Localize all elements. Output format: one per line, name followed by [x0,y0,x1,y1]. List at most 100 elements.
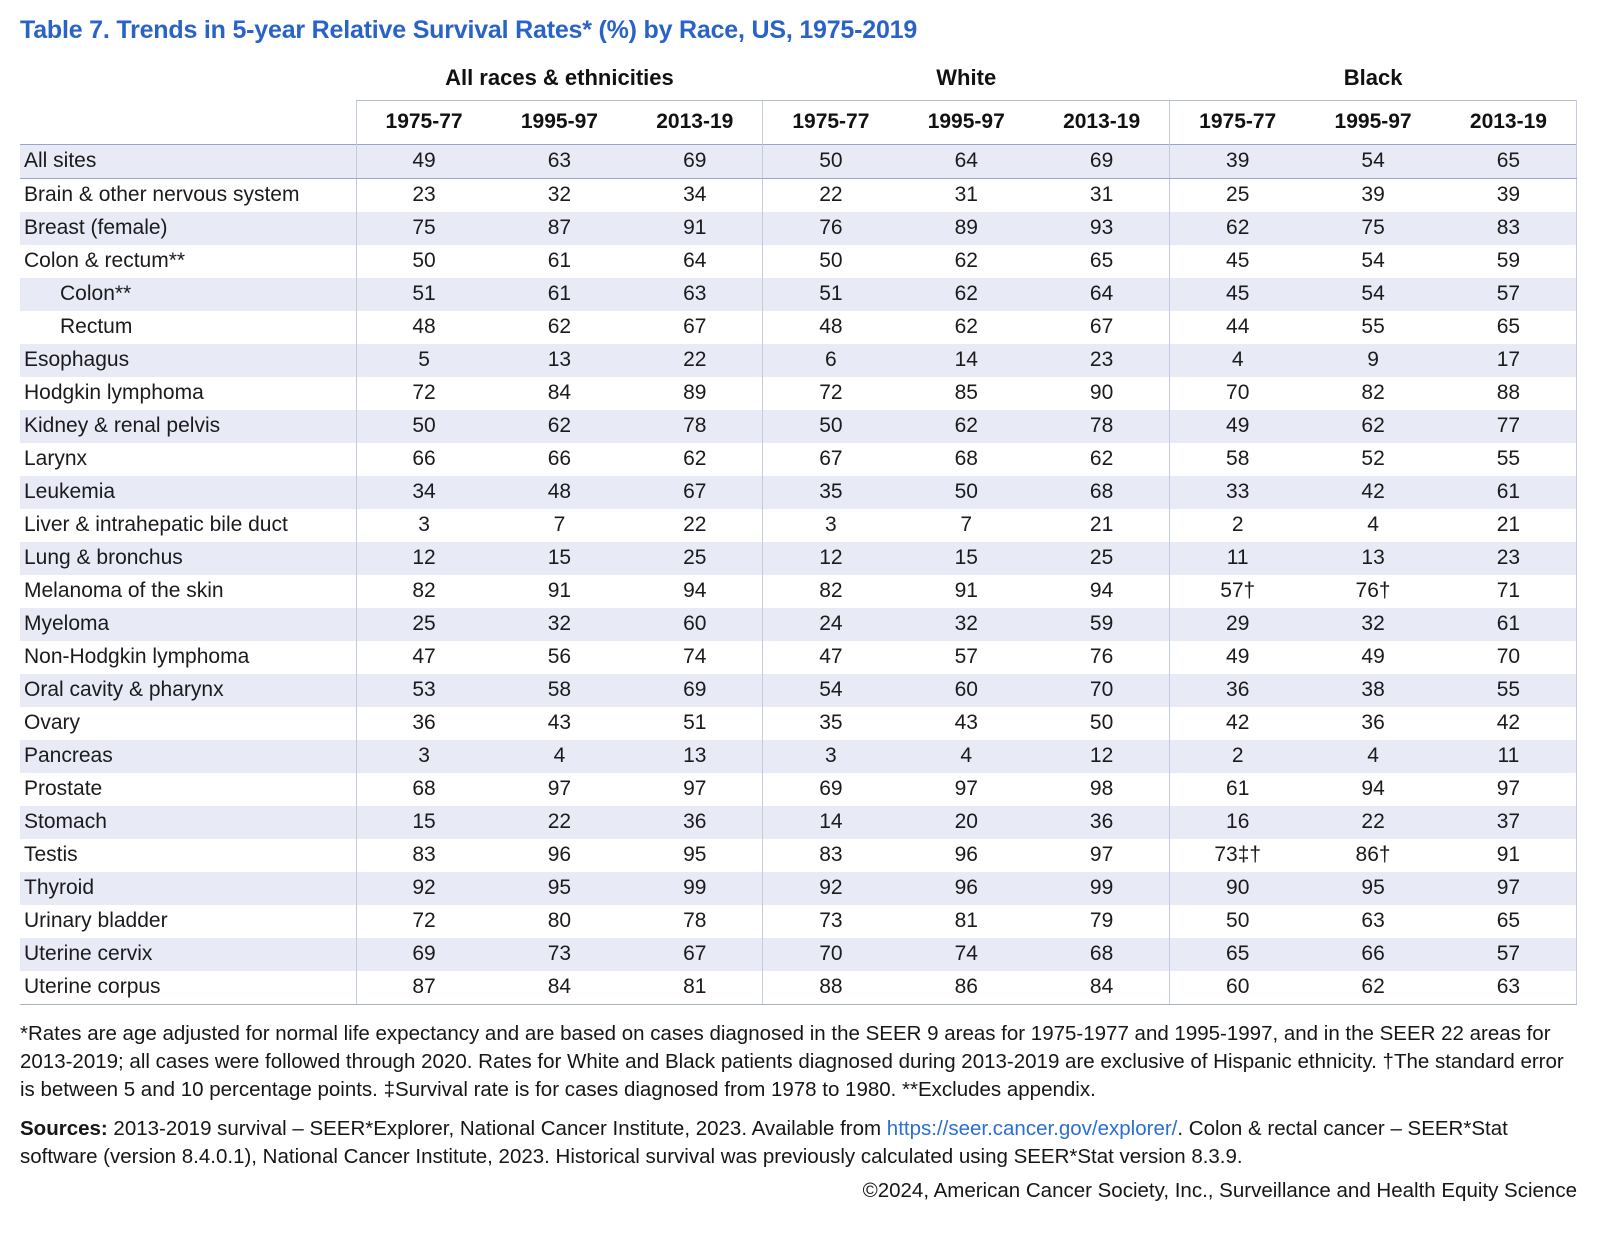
value-cell: 65 [1440,905,1577,938]
table-row: Myeloma 25 32 60 24 32 59 29 32 61 [20,608,1577,641]
value-cell: 69 [627,674,763,707]
table-row: Pancreas 3 4 13 3 4 12 2 4 11 [20,740,1577,773]
value-cell: 15 [355,806,492,839]
value-cell: 17 [1440,344,1577,377]
value-cell: 62 [898,410,1035,443]
value-cell: 95 [683,843,707,866]
period-header-spacer [20,101,356,145]
value-cell: 67 [762,443,899,476]
row-label: Leukemia [20,476,356,509]
row-label: Colon & rectum** [24,249,186,272]
value-cell: 47 [762,641,899,674]
value-cell: 21 [1440,509,1577,542]
value-cell: 2 [1169,740,1306,773]
value-cell: 62 [954,315,978,338]
value-cell: 3 [355,740,492,773]
value-cell: 55 [1361,315,1385,338]
value-cell: 14 [762,806,899,839]
period-header: 1995-97 [491,100,628,145]
value-cell: 13 [1305,542,1441,575]
value-cell: 25 [355,608,492,641]
value-cell: 32 [547,183,572,206]
value-cell: 34 [683,183,707,206]
row-label: Lung & bronchus [20,542,356,575]
value-cell: 68 [355,773,492,806]
value-cell: 43 [954,711,978,734]
value-cell: 49 [1169,641,1306,674]
period-header: 1975-77 [1169,100,1306,145]
value-cell: 77 [1440,410,1577,443]
row-label: Colon** [20,278,356,311]
value-cell: 37 [1440,806,1577,839]
value-cell: 71 [1440,575,1577,608]
value-cell: 51 [355,278,492,311]
value-cell: 60 [627,608,763,641]
value-cell: 98 [1089,777,1114,800]
value-cell: 42 [1305,476,1441,509]
value-cell: 59 [1440,245,1577,278]
value-cell: 12 [355,542,492,575]
value-cell: 91 [954,579,978,602]
value-cell: 57 [954,645,978,668]
row-label: Uterine corpus [20,971,356,1005]
value-cell: 92 [762,872,899,905]
value-cell: 22 [683,513,707,536]
value-cell: 15 [898,542,1035,575]
value-cell: 31 [1089,183,1114,206]
value-cell: 72 [762,377,899,410]
value-cell: 25 [1169,178,1306,212]
value-cell: 64 [1034,278,1170,311]
value-cell: 39 [1361,183,1385,206]
group-header-black: Black [1343,65,1403,90]
value-cell: 94 [1089,579,1114,602]
value-cell: 50 [1089,711,1114,734]
value-cell: 4 [1169,344,1306,377]
value-cell: 89 [683,381,707,404]
value-cell: 62 [1169,212,1306,245]
value-cell: 50 [1169,905,1306,938]
value-cell: 69 [762,773,899,806]
table-row: Oral cavity & pharynx 53 58 69 54 60 70 36 38 55 [20,674,1577,707]
value-cell: 54 [1361,249,1385,272]
value-cell: 49 [1361,645,1385,668]
row-label: Stomach [20,806,356,839]
table-row: Stomach 15 22 36 14 20 36 16 22 37 [20,806,1577,839]
value-cell: 74 [683,645,707,668]
value-cell: 66 [355,443,492,476]
seer-explorer-link[interactable]: https://seer.cancer.gov/explorer/ [886,1116,1178,1140]
value-cell: 84 [1034,971,1170,1005]
value-cell: 58 [491,674,628,707]
table-row: Uterine corpus 87 84 81 88 86 84 60 62 63 [20,971,1577,1005]
value-cell: 62 [1305,971,1441,1005]
table-row: Larynx 66 66 62 67 68 62 58 52 55 [20,443,1577,476]
value-cell: 15 [491,542,628,575]
value-cell: 61 [1440,476,1577,509]
value-cell: 96 [898,872,1035,905]
value-cell: 64 [898,144,1035,179]
value-cell: 61 [1169,773,1306,806]
value-cell: 91 [627,212,763,245]
value-cell: 36 [1034,806,1170,839]
value-cell: 91 [547,579,572,602]
value-cell: 54 [1305,144,1441,179]
period-header: 1975-77 [762,100,899,145]
value-cell: 76† [1355,579,1391,602]
footnotes: *Rates are age adjusted for normal life … [20,1022,1564,1101]
value-cell: 83 [355,839,492,872]
value-cell: 14 [898,344,1035,377]
value-cell: 24 [762,608,899,641]
value-cell: 94 [1361,777,1385,800]
value-cell: 73 [491,938,628,971]
period-header: 1995-97 [898,100,1035,145]
value-cell: 86† [1355,843,1391,866]
table-row: Colon & rectum** 50 61 64 50 62 65 45 54 59 [20,245,1577,278]
row-label: Breast (female) [20,212,356,245]
value-cell: 61 [1440,608,1577,641]
value-cell: 50 [762,144,899,179]
value-cell: 35 [762,476,899,509]
row-label: Kidney & renal pelvis [20,410,356,443]
value-cell: 65 [1440,144,1577,179]
value-cell: 3 [762,509,899,542]
row-label: Myeloma [20,608,356,641]
value-cell: 51 [683,711,707,734]
